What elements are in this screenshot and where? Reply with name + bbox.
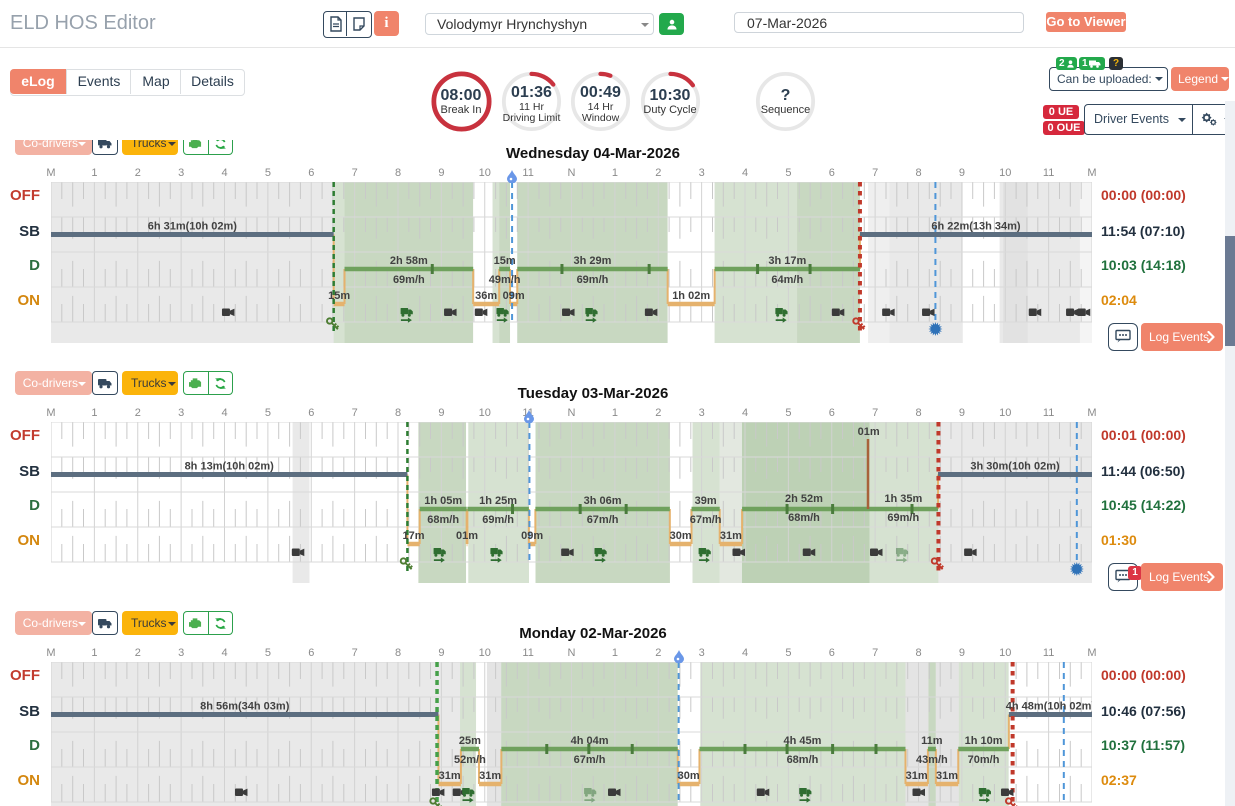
svg-text:30m: 30m [670,530,692,542]
svg-text:1h 02m: 1h 02m [672,290,710,302]
svg-text:4h 04m: 4h 04m [571,735,609,747]
svg-text:68m/h: 68m/h [427,514,459,526]
svg-text:1h 25m: 1h 25m [479,495,517,507]
svg-text:3h 06m: 3h 06m [584,495,622,507]
svg-text:25m: 25m [459,735,481,747]
svg-text:09m: 09m [503,290,525,302]
svg-text:8h 56m(34h 03m): 8h 56m(34h 03m) [200,701,290,713]
svg-text:70m/h: 70m/h [968,754,1000,766]
svg-text:31m: 31m [439,770,461,782]
svg-text:49m/h: 49m/h [489,274,521,286]
svg-text:15m: 15m [328,290,350,302]
svg-text:30m: 30m [678,770,700,782]
svg-text:11m: 11m [921,735,943,747]
svg-text:31m: 31m [936,770,958,782]
svg-text:43m/h: 43m/h [916,754,948,766]
svg-text:8h 13m(10h 02m): 8h 13m(10h 02m) [185,461,275,473]
svg-text:68m/h: 68m/h [787,754,819,766]
svg-text:52m/h: 52m/h [454,754,486,766]
svg-text:01m: 01m [456,530,478,542]
svg-text:67m/h: 67m/h [574,754,606,766]
svg-text:67m/h: 67m/h [587,514,619,526]
svg-text:31m: 31m [479,770,501,782]
svg-text:4h 48m(10h 02m): 4h 48m(10h 02m) [1006,701,1092,713]
svg-text:67m/h: 67m/h [690,514,722,526]
svg-text:31m: 31m [720,530,742,542]
svg-text:3h 29m: 3h 29m [574,255,612,267]
svg-text:09m: 09m [521,530,543,542]
svg-text:3h 30m(10h 02m): 3h 30m(10h 02m) [970,461,1060,473]
svg-text:39m: 39m [695,495,717,507]
svg-text:69m/h: 69m/h [482,514,514,526]
svg-text:1h 10m: 1h 10m [965,735,1003,747]
svg-text:6h 31m(10h 02m): 6h 31m(10h 02m) [148,221,238,233]
svg-text:17m: 17m [403,530,425,542]
svg-text:4h 45m: 4h 45m [784,735,822,747]
svg-text:6h 22m(13h 34m): 6h 22m(13h 34m) [931,221,1021,233]
svg-text:2h 58m: 2h 58m [390,255,428,267]
svg-text:69m/h: 69m/h [577,274,609,286]
svg-text:69m/h: 69m/h [393,274,425,286]
svg-text:64m/h: 64m/h [771,274,803,286]
svg-text:1h 05m: 1h 05m [424,495,462,507]
svg-text:31m: 31m [906,770,928,782]
svg-text:3h 17m: 3h 17m [768,255,806,267]
svg-text:15m: 15m [494,255,516,267]
svg-text:36m: 36m [475,290,497,302]
